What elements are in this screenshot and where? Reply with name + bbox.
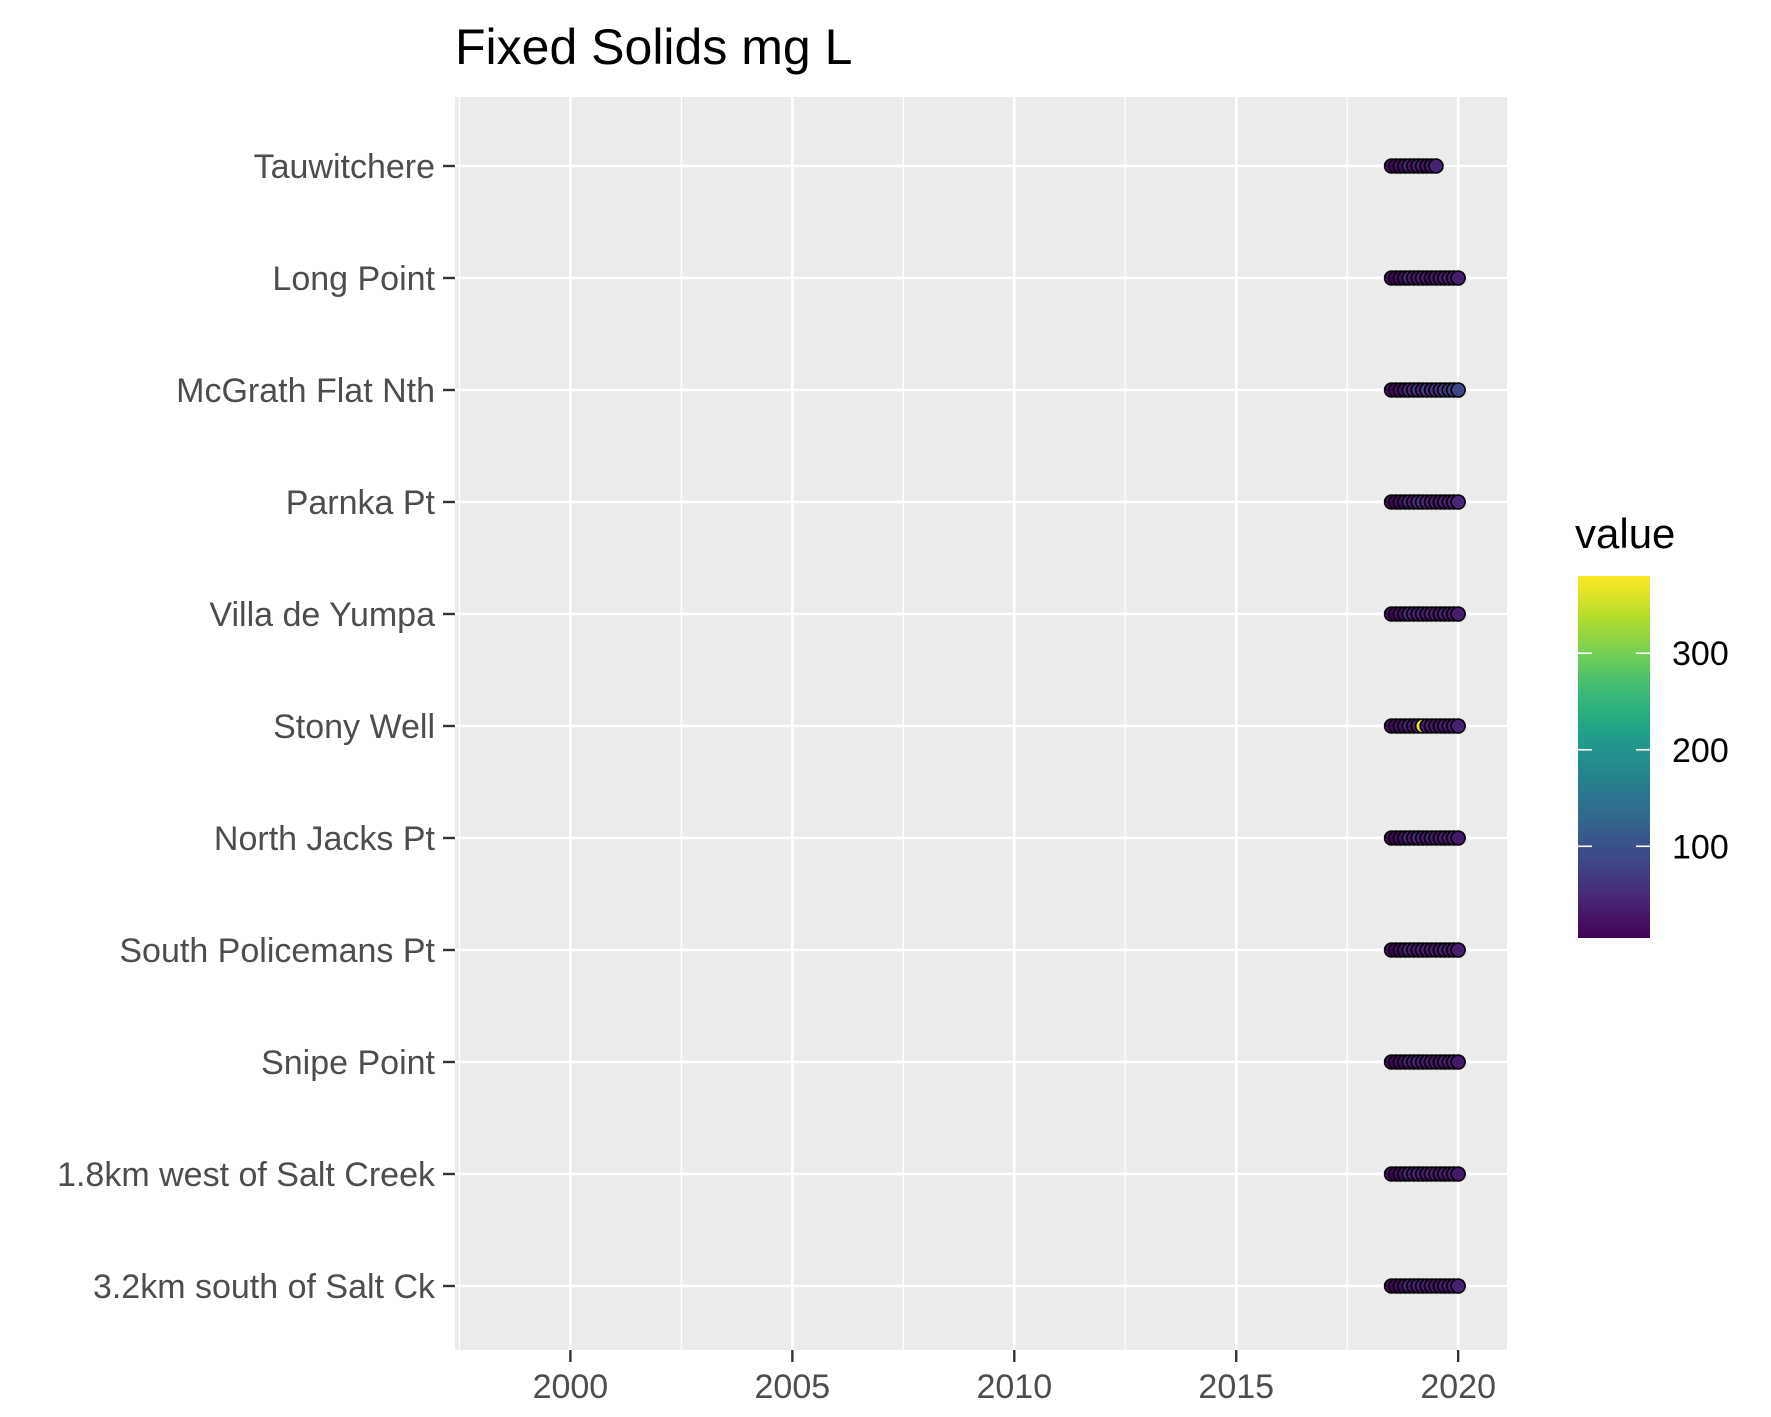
chart-title: Fixed Solids mg L xyxy=(455,19,852,75)
y-tick-label: North Jacks Pt xyxy=(214,820,436,858)
colorbar-tick-label: 200 xyxy=(1672,732,1729,770)
data-point xyxy=(1450,1054,1466,1070)
data-point xyxy=(1450,1278,1466,1294)
data-point xyxy=(1428,158,1444,174)
x-tick-label: 2015 xyxy=(1198,1368,1274,1406)
y-tick-label: Snipe Point xyxy=(261,1044,435,1082)
colorbar-legend: value 100 200 300 xyxy=(1575,510,1729,938)
y-tick-label: McGrath Flat Nth xyxy=(176,372,435,410)
legend-title: value xyxy=(1575,510,1675,557)
y-tick-label: Parnka Pt xyxy=(286,484,436,522)
data-points xyxy=(1383,158,1466,1294)
data-point xyxy=(1450,718,1466,734)
x-tick-label: 2005 xyxy=(755,1368,831,1406)
grid-lines xyxy=(455,97,1507,1350)
y-tick-label: South Policemans Pt xyxy=(119,932,435,970)
x-tick-label: 2020 xyxy=(1420,1368,1496,1406)
y-tick-label: 1.8km west of Salt Creek xyxy=(57,1156,436,1194)
data-point xyxy=(1450,942,1466,958)
y-tick-label: Tauwitchere xyxy=(254,148,435,186)
colorbar-gradient xyxy=(1578,576,1650,938)
x-axis: 2000 2005 2010 2015 2020 xyxy=(533,1350,1496,1406)
data-point xyxy=(1450,1166,1466,1182)
y-axis: Tauwitchere Long Point McGrath Flat Nth Par… xyxy=(57,148,455,1306)
colorbar-tick-label: 100 xyxy=(1672,828,1729,866)
data-point xyxy=(1450,830,1466,846)
colorbar-ticks: 100 200 300 xyxy=(1578,635,1729,866)
y-tick-label: Stony Well xyxy=(273,708,435,746)
y-tick-label: Long Point xyxy=(272,260,435,298)
data-point xyxy=(1450,382,1466,398)
data-point xyxy=(1450,270,1466,286)
plot-panel xyxy=(455,97,1507,1350)
data-point xyxy=(1450,494,1466,510)
x-tick-label: 2010 xyxy=(976,1368,1052,1406)
data-point xyxy=(1450,606,1466,622)
y-tick-label: 3.2km south of Salt Ck xyxy=(93,1268,436,1306)
y-tick-label: Villa de Yumpa xyxy=(209,596,435,634)
colorbar-tick-label: 300 xyxy=(1672,635,1729,673)
x-tick-label: 2000 xyxy=(533,1368,609,1406)
